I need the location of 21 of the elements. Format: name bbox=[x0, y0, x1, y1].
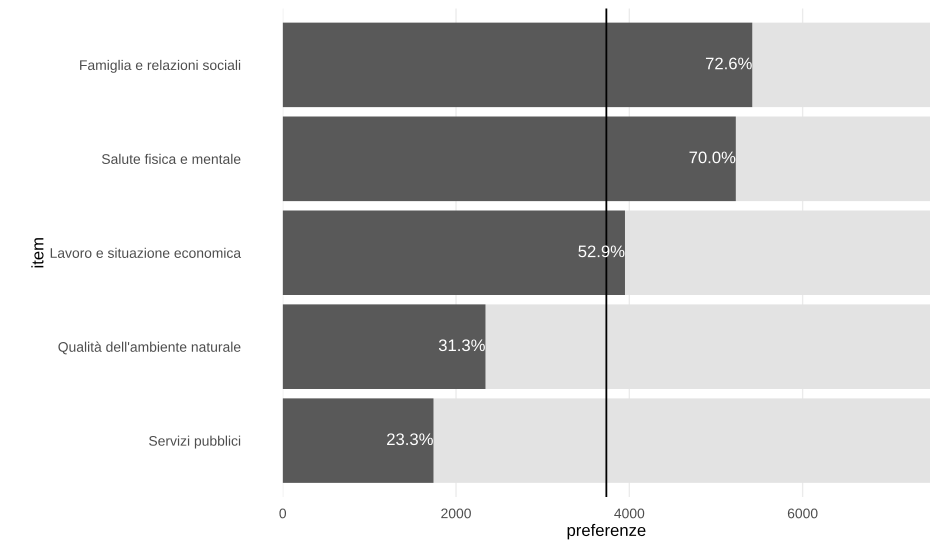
y-tick-label: Salute fisica e mentale bbox=[102, 154, 240, 164]
y-tick-label: Qualità dell'ambiente naturale bbox=[58, 342, 240, 354]
x-tick-label: 6000 bbox=[788, 508, 818, 518]
annotation: 31.3% bbox=[438, 339, 485, 352]
y-axis-title: item bbox=[31, 238, 44, 268]
annotation: 52.9% bbox=[578, 245, 624, 258]
bar bbox=[282, 398, 434, 483]
y-tick-label: Lavoro e situazione economica bbox=[50, 248, 242, 258]
x-tick-label: 0 bbox=[279, 508, 286, 518]
annotation: 72.6% bbox=[706, 58, 752, 70]
bar bbox=[282, 22, 752, 108]
y-tick-label: Famiglia e relazioni sociali bbox=[80, 60, 240, 73]
bar bbox=[282, 304, 486, 389]
annotation: 23.3% bbox=[387, 433, 433, 446]
x-tick-label: 2000 bbox=[441, 508, 471, 518]
y-tick-label: Servizi pubblici bbox=[149, 436, 240, 449]
bar bbox=[282, 210, 625, 296]
x-tick-label: 4000 bbox=[614, 508, 644, 518]
x-axis-title: preferenze bbox=[568, 524, 646, 540]
bar bbox=[282, 116, 736, 202]
annotation: 70.0% bbox=[690, 152, 736, 164]
